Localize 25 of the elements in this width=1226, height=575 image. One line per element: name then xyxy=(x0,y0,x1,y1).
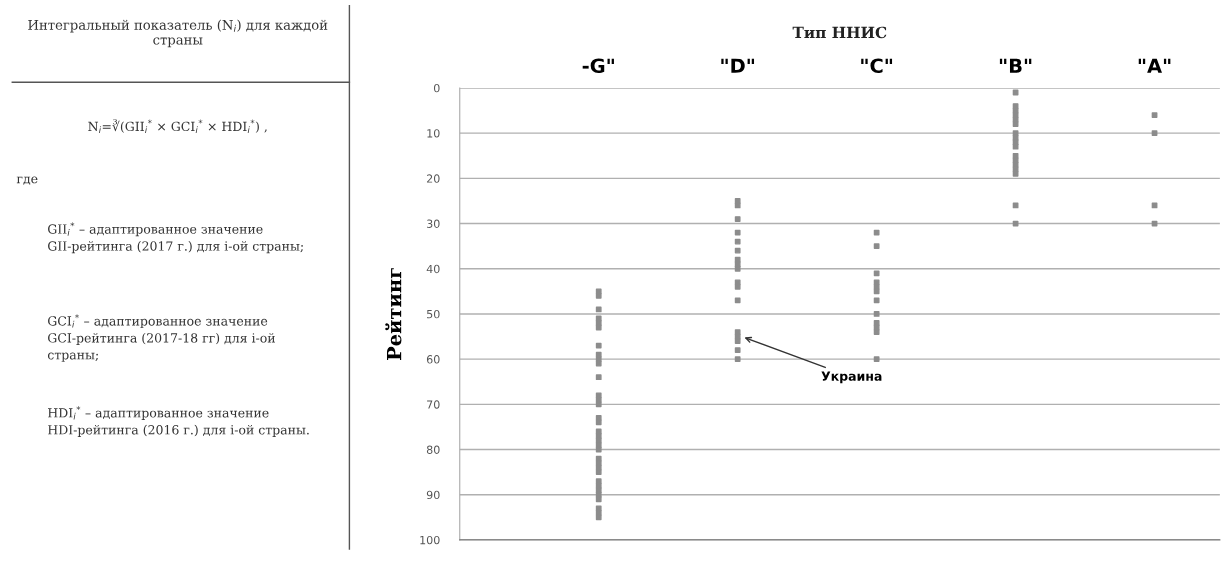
x-tick-label: "C" xyxy=(861,58,893,74)
y-tick-label: 60 xyxy=(426,355,440,364)
annotation: Украина xyxy=(821,371,882,384)
text: N$_{i}$=∛(GII$_{i}$$^{*}$ × GCI$_{i}$$^{*}$ × HDI$_{i}$$^{*}$) , xyxy=(88,119,267,133)
x-tick-label: -G" xyxy=(582,58,614,74)
y-axis-title: Рейтинг xyxy=(385,268,402,361)
y-tick-label: 20 xyxy=(426,174,440,183)
x-tick-label: "D" xyxy=(721,58,755,73)
y-tick-label: 90 xyxy=(426,490,440,500)
y-tick-label: 30 xyxy=(427,219,440,228)
y-tick-label: 70 xyxy=(427,400,440,409)
chart-title: Интегральный показатель (N$_{i}$) для каждой страны xyxy=(28,19,328,48)
y-tick-label: 10 xyxy=(427,129,440,138)
x-tick-label: "B" xyxy=(999,58,1032,73)
chart-title: Тип ННИС xyxy=(792,26,887,39)
text: GII$_{i}$$^{*}$ – адаптированное значение GII-рейтинга (2017 г.) для i-ой страны; xyxy=(48,222,303,254)
y-tick-label: 40 xyxy=(426,264,440,274)
text: где xyxy=(16,176,38,185)
y-tick-label: 100 xyxy=(420,535,440,545)
text: HDI$_{i}$$^{*}$ – адаптированное значение HDI-рейтинга (2016 г.) для i-ой страны. xyxy=(48,406,309,437)
y-tick-label: 0 xyxy=(433,83,440,93)
y-tick-label: 80 xyxy=(426,445,440,454)
text: GCI$_{i}$$^{*}$ – адаптированное значение GCI-рейтинга (2017-18 гг) для i-ой страны; xyxy=(47,314,275,362)
y-tick-label: 50 xyxy=(427,309,440,319)
x-tick-label: "A" xyxy=(1138,58,1171,73)
